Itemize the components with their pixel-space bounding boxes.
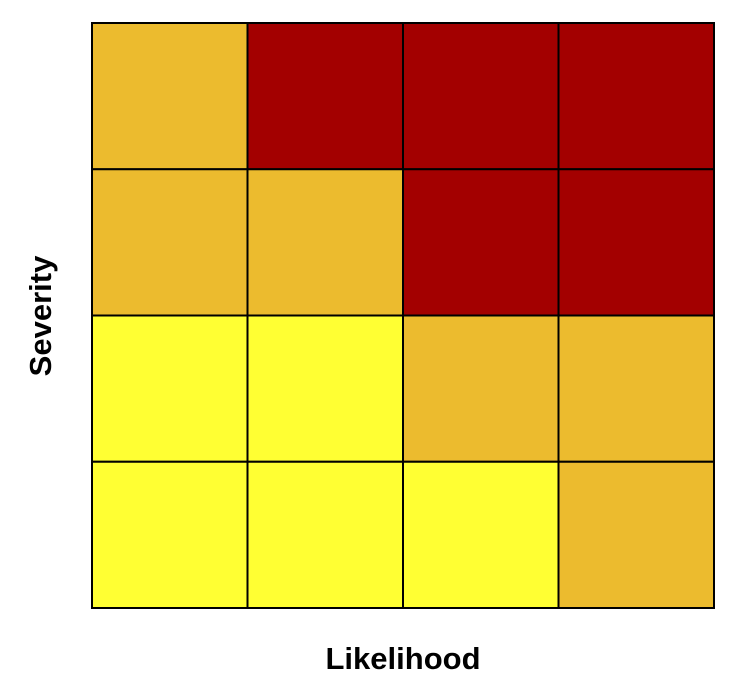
heatmap-cell-r1-c3-high xyxy=(402,22,560,171)
heatmap-cell-r4-c2-low xyxy=(246,460,404,609)
heatmap-cell-r3-c4-medium xyxy=(557,314,715,463)
plot-frame xyxy=(91,22,715,609)
heatmap-cell-r2-c1-medium xyxy=(91,168,249,317)
heatmap-cell-r4-c4-medium xyxy=(557,460,715,609)
heatmap-cell-r1-c1-medium xyxy=(91,22,249,171)
heatmap-cell-r1-c2-high xyxy=(246,22,404,171)
heatmap-cell-r2-c3-high xyxy=(402,168,560,317)
heatmap-cell-r2-c4-high xyxy=(557,168,715,317)
heatmap-cell-r1-c4-high xyxy=(557,22,715,171)
heatmap-cell-r3-c2-low xyxy=(246,314,404,463)
x-axis-label: Likelihood xyxy=(326,641,481,676)
heatmap-cell-r2-c2-medium xyxy=(246,168,404,317)
heatmap-cells xyxy=(91,22,715,609)
heatmap-cell-r3-c1-low xyxy=(91,314,249,463)
y-axis-label: Severity xyxy=(23,255,58,376)
heatmap-cell-r4-c3-low xyxy=(402,460,560,609)
heatmap-cell-r3-c3-medium xyxy=(402,314,560,463)
heatmap-cell-r4-c1-low xyxy=(91,460,249,609)
